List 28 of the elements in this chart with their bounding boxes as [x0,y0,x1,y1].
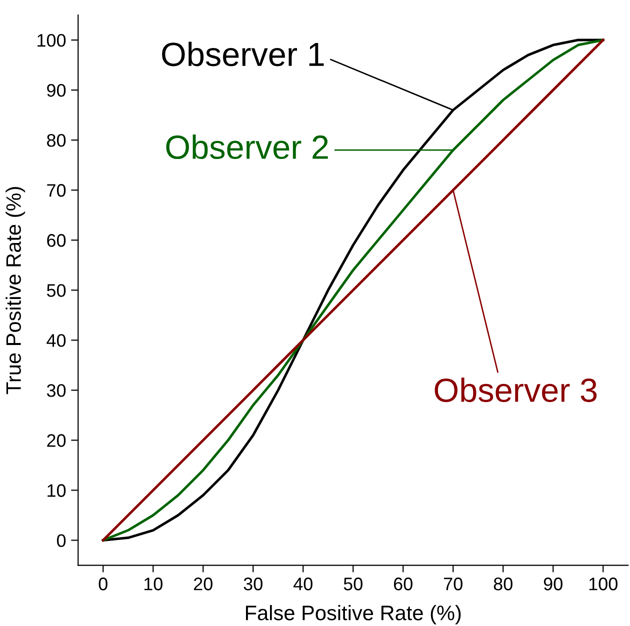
y-tick-label: 10 [48,484,66,497]
y-tick-label: 20 [47,434,66,447]
y-axis-title: True Positive Rate (%) [6,187,26,394]
x-axis-title: False Positive Rate (%) [246,605,461,624]
y-tick-label: 0 [56,534,66,547]
x-tick-label: 20 [194,578,212,590]
text: Observer 3 [434,378,597,402]
x-tick-label: 10 [144,578,162,590]
legend-label: Observer 2 [166,134,328,160]
x-tick-label: 70 [444,578,462,590]
y-tick-label: 70 [47,184,66,197]
y-tick-label: 100 [38,34,66,47]
x-tick-label: 30 [244,578,262,590]
y-tick-label: 50 [46,284,66,297]
y-tick-label: 90 [47,84,66,97]
line-series [102,38,604,542]
y-tick-label: 80 [47,134,66,147]
x-tick-label: 80 [494,578,512,590]
y-tick-label: 30 [46,384,66,397]
y-tick-label: 60 [47,234,66,247]
x-tick-label: 50 [344,578,362,590]
x-tick-label: 40 [293,578,312,590]
x-tick-label: 90 [544,578,562,590]
text: Observer 1 [162,42,324,66]
x-tick-label: 0 [98,578,108,590]
y-tick-label: 40 [46,334,66,347]
x-tick-label: 100 [589,578,618,590]
x-tick-label: 60 [394,578,412,590]
